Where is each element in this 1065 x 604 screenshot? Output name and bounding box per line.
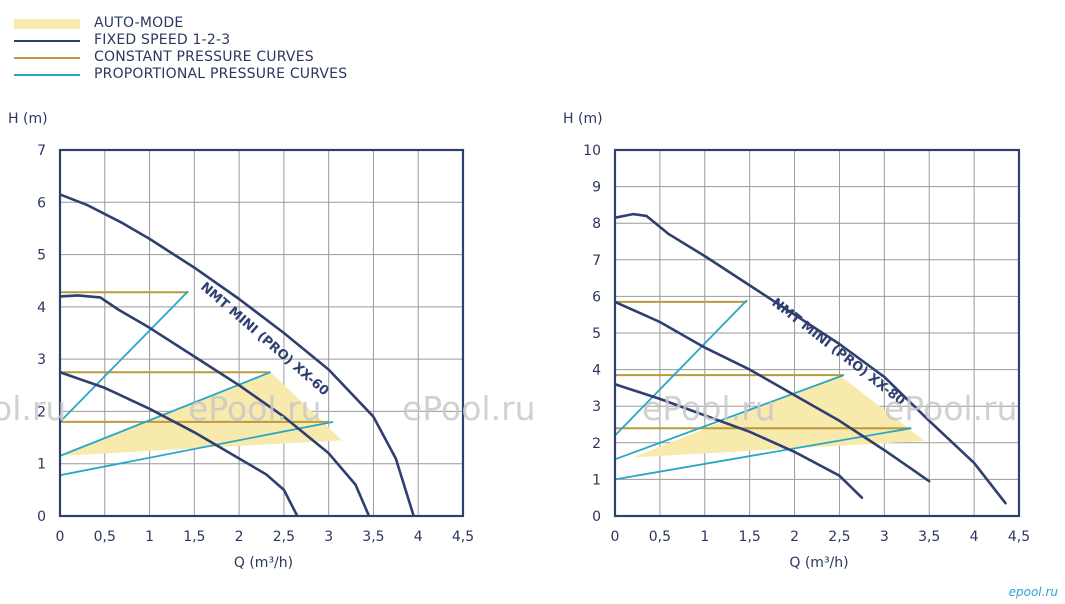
- x-tick-label: 3,5: [918, 529, 940, 545]
- watermarks: ol.ru ePool.ru ePool.ru ePool.ru ePool.ru: [0, 389, 1018, 428]
- proportional-pressure-curve: [615, 374, 845, 461]
- x-tick-label: 1,5: [183, 529, 205, 545]
- legend-label: AUTO-MODE: [94, 15, 184, 31]
- proportional-pressure-curve: [60, 290, 189, 423]
- legend-label: CONSTANT PRESSURE CURVES: [94, 49, 314, 65]
- legend-label: PROPORTIONAL PRESSURE CURVES: [94, 66, 348, 82]
- y-tick-label: 1: [592, 472, 601, 488]
- auto-mode-region: [633, 375, 925, 458]
- watermark-text: ol.ru: [0, 389, 66, 428]
- x-tick-label: 2,5: [828, 529, 850, 545]
- proportional-pressure-curve: [60, 371, 271, 457]
- y-tick-label: 2: [37, 404, 46, 420]
- y-tick-label: 4: [592, 363, 601, 379]
- y-axis-label: H (m): [563, 111, 603, 127]
- x-tick-label: 4,5: [452, 529, 474, 545]
- x-tick-label: 4: [970, 529, 979, 545]
- x-tick-label: 0: [611, 529, 620, 545]
- x-axis-label: Q (m³/h): [789, 555, 848, 571]
- x-tick-label: 4,5: [1008, 529, 1030, 545]
- chart-1: 0 0,5 1 1,5 2 2,5 3 3,5 4 4,5 0 1 2 3 4 5 6 7 H (m) Q (m³/h…: [8, 111, 474, 571]
- y-tick-label: 8: [592, 216, 601, 232]
- x-tick-label: 1,5: [739, 529, 761, 545]
- proportional-pressure-curve: [615, 299, 748, 437]
- fixed-speed-curve-3: [615, 212, 1007, 505]
- watermark-text: ePool.ru: [188, 389, 322, 428]
- watermark-text: ePool.ru: [884, 389, 1018, 428]
- x-tick-label: 1: [700, 529, 709, 545]
- plot-area: [60, 193, 416, 516]
- y-tick-label: 4: [37, 300, 46, 316]
- y-tick-label: 0: [37, 509, 46, 525]
- y-tick-label: 0: [592, 509, 601, 525]
- x-tick-label: 2: [235, 529, 244, 545]
- x-tick-label: 2,5: [273, 529, 295, 545]
- x-tick-label: 0,5: [649, 529, 671, 545]
- plot-frame: [613, 148, 1021, 518]
- fixed-speed-curve-1: [60, 370, 299, 516]
- x-tick-label: 1: [145, 529, 154, 545]
- y-tick-label: 2: [592, 436, 601, 452]
- x-tick-label: 0,5: [94, 529, 116, 545]
- y-tick-label: 3: [37, 352, 46, 368]
- plot-frame: [58, 148, 465, 518]
- x-tick-label: 2: [790, 529, 799, 545]
- y-tick-label: 6: [592, 289, 601, 305]
- y-tick-label: 5: [37, 248, 46, 264]
- fixed-speed-curve-2: [60, 294, 371, 516]
- auto-mode-region: [60, 372, 343, 456]
- chart-2: 0 0,5 1 1,5 2 2,5 3 3,5 4 4,5 0 1 2 3 4 5 6 7 8 9 10 H (m) Q (…: [563, 111, 1030, 571]
- y-tick-label: 10: [583, 143, 601, 159]
- fixed-speed-curve-3: [60, 193, 416, 516]
- fixed-speed-curve-1: [615, 382, 864, 500]
- y-tick-label: 9: [592, 180, 601, 196]
- legend-label: FIXED SPEED 1-2-3: [94, 32, 231, 48]
- x-tick-label: 3: [324, 529, 333, 545]
- legend-swatch: [14, 57, 80, 59]
- y-tick-label: 6: [37, 195, 46, 211]
- x-tick-label: 3: [880, 529, 889, 545]
- fixed-speed-curve-2: [615, 300, 931, 483]
- legend-swatch: [14, 74, 80, 76]
- watermark-text: ePool.ru: [402, 389, 536, 428]
- x-axis-label: Q (m³/h): [234, 555, 293, 571]
- y-tick-label: 7: [37, 143, 46, 159]
- legend-swatch: [14, 19, 80, 29]
- y-tick-label: 3: [592, 399, 601, 415]
- x-tick-label: 0: [56, 529, 65, 545]
- brand-mark: epool.ru: [1009, 585, 1059, 599]
- x-tick-label: 3,5: [362, 529, 384, 545]
- plot-area: [615, 212, 1007, 505]
- y-axis-label: H (m): [8, 111, 48, 127]
- watermark-text: ePool.ru: [642, 389, 776, 428]
- legend-swatch: [14, 40, 80, 42]
- y-tick-label: 1: [37, 457, 46, 473]
- y-tick-label: 7: [592, 253, 601, 269]
- x-tick-label: 4: [414, 529, 423, 545]
- y-tick-label: 5: [592, 326, 601, 342]
- proportional-pressure-curve: [60, 421, 334, 477]
